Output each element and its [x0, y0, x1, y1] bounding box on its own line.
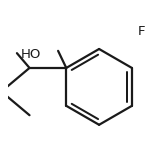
Text: HO: HO	[21, 48, 41, 62]
Text: F: F	[138, 25, 145, 38]
